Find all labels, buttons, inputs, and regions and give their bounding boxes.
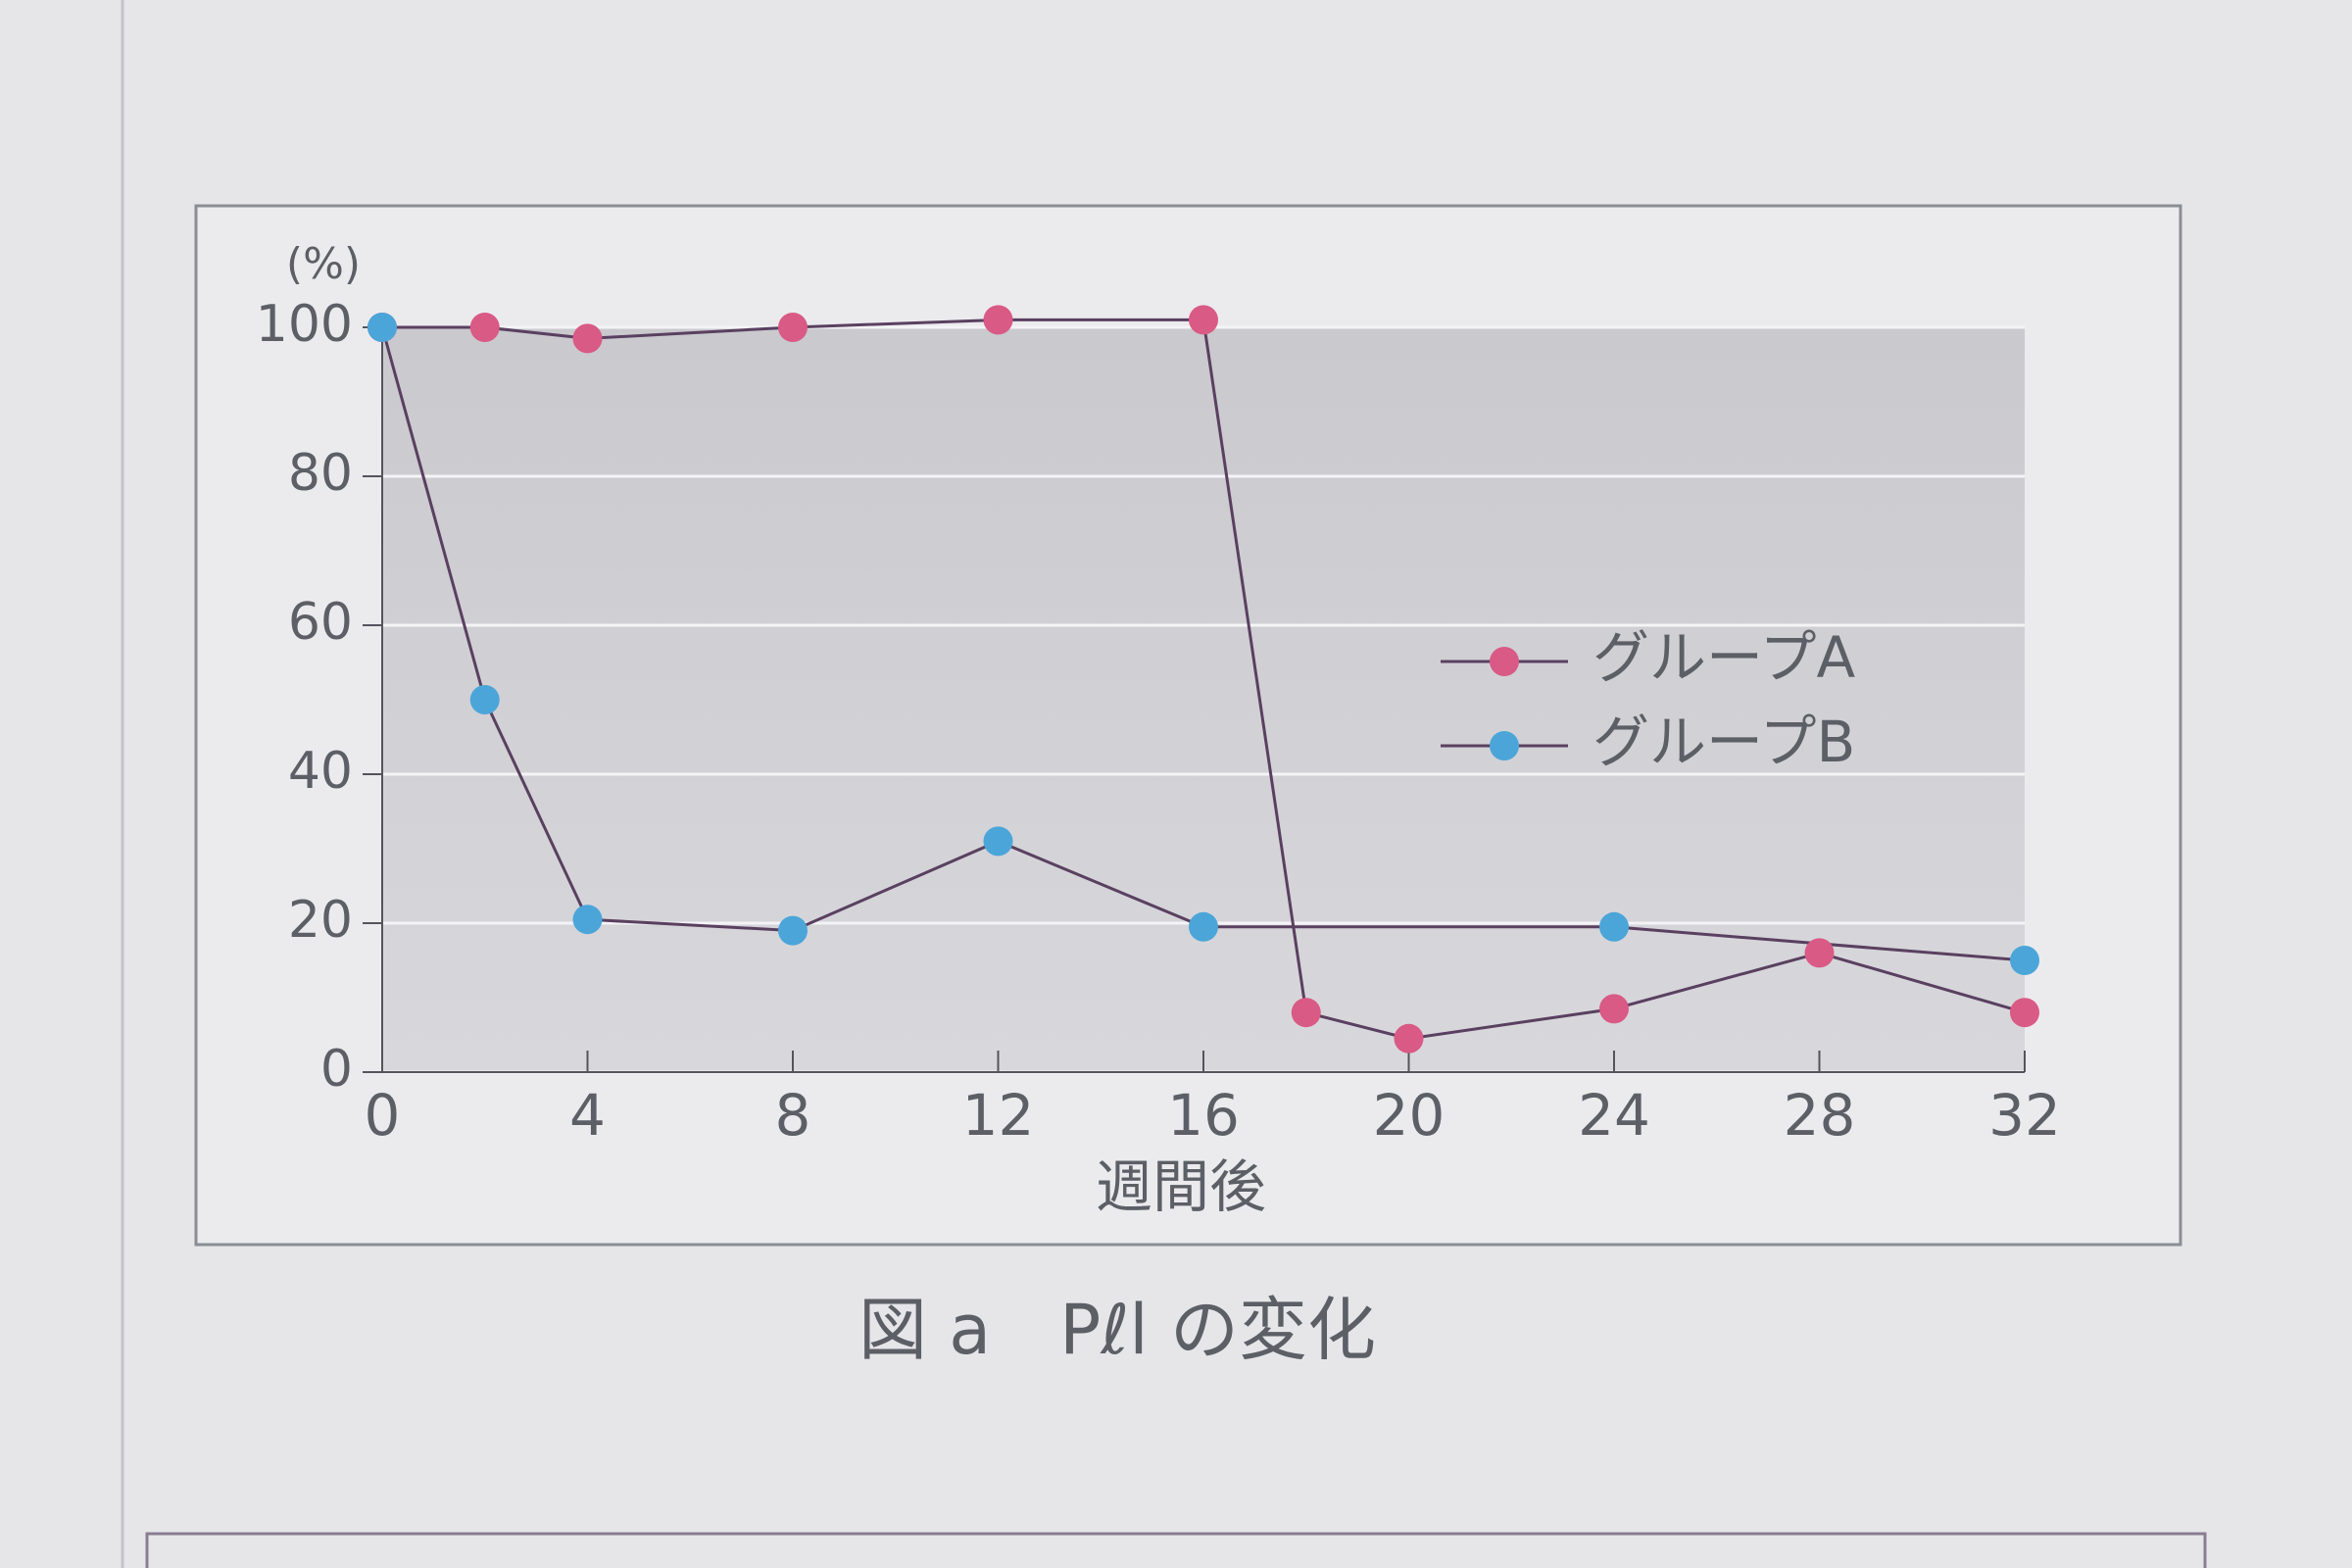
plot-background xyxy=(382,327,2025,1072)
x-tick-label: 32 xyxy=(1988,1082,2061,1149)
data-point xyxy=(368,313,397,342)
x-tick-label: 16 xyxy=(1167,1082,1240,1149)
x-tick-label: 12 xyxy=(962,1082,1035,1149)
data-point xyxy=(2010,946,2039,975)
data-point xyxy=(2010,998,2039,1028)
data-point xyxy=(1189,305,1218,335)
data-point xyxy=(1804,938,1835,968)
legend-marker xyxy=(1490,731,1519,760)
chart-caption: 図 a Pℓl の変化 xyxy=(858,1290,1376,1370)
data-point xyxy=(469,685,500,714)
x-tick-label: 28 xyxy=(1784,1082,1856,1149)
legend-label: グループA xyxy=(1592,624,1856,691)
data-point xyxy=(778,915,808,946)
y-tick-label: 0 xyxy=(320,1040,353,1099)
legend-marker xyxy=(1490,647,1519,676)
y-tick-label: 60 xyxy=(288,593,353,652)
data-point xyxy=(469,313,500,342)
y-axis-label: (%) xyxy=(286,239,361,289)
data-point xyxy=(1394,1023,1424,1054)
y-tick-label: 20 xyxy=(288,891,353,950)
y-tick-label: 100 xyxy=(256,295,353,354)
x-tick-label: 20 xyxy=(1373,1082,1446,1149)
data-point xyxy=(1599,911,1629,942)
data-point xyxy=(1189,911,1218,942)
data-point xyxy=(1291,998,1321,1028)
x-axis-label: 週間後 xyxy=(1096,1153,1266,1220)
legend-label: グループB xyxy=(1592,709,1855,775)
data-point xyxy=(572,323,603,354)
next-frame xyxy=(145,1532,2207,1568)
x-tick-label: 24 xyxy=(1578,1082,1650,1149)
data-point xyxy=(778,313,808,342)
data-point xyxy=(1599,994,1629,1024)
y-tick-label: 40 xyxy=(288,742,353,801)
x-tick-label: 0 xyxy=(365,1082,401,1149)
series-line xyxy=(380,326,2026,962)
y-tick-label: 80 xyxy=(288,444,353,503)
data-point xyxy=(983,305,1013,335)
x-tick-label: 8 xyxy=(775,1082,811,1149)
data-point xyxy=(572,905,603,935)
x-tick-label: 4 xyxy=(569,1082,606,1149)
data-point xyxy=(983,826,1013,857)
